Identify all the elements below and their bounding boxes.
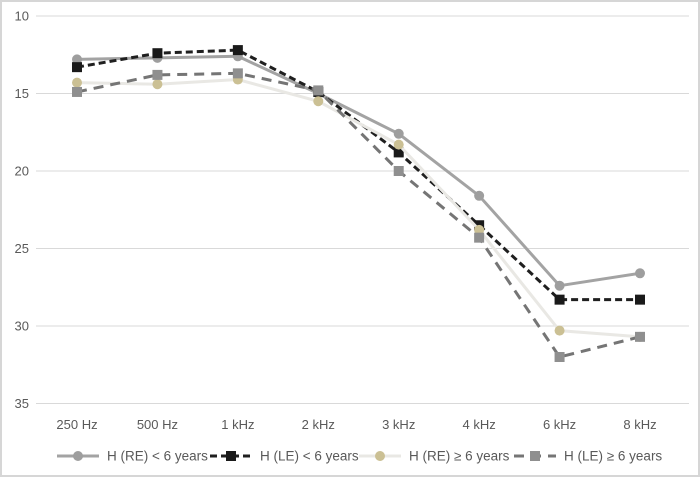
data-point-marker <box>635 268 645 279</box>
data-point-marker <box>232 68 243 79</box>
data-point-marker <box>554 280 565 291</box>
data-point-marker <box>393 166 404 176</box>
data-point-marker <box>635 294 645 305</box>
series-line <box>76 78 641 339</box>
y-axis-tick-label: 35 <box>15 396 29 411</box>
data-point-marker <box>232 45 243 56</box>
x-axis-tick-label: 1 kHz <box>221 417 254 432</box>
legend-label: H (RE) ≥ 6 years <box>409 449 510 464</box>
data-point-marker <box>313 85 324 96</box>
y-axis-tick-label: 15 <box>15 86 29 101</box>
legend-marker <box>73 451 83 461</box>
data-point-marker <box>393 128 404 139</box>
data-point-marker <box>152 79 163 90</box>
x-axis-tick-label: 250 Hz <box>56 417 97 432</box>
data-point-marker <box>554 352 565 362</box>
y-axis-tick-label: 10 <box>15 9 29 24</box>
data-point-marker <box>72 77 82 88</box>
series-line <box>76 54 641 288</box>
data-point-marker <box>72 62 82 73</box>
data-point-marker <box>393 147 404 158</box>
data-point-marker <box>393 139 404 150</box>
data-point-marker <box>474 232 485 243</box>
legend-label: H (LE) < 6 years <box>260 449 359 464</box>
x-axis-tick-label: 2 kHz <box>302 417 335 432</box>
series-line <box>76 48 640 302</box>
data-point-marker <box>152 69 163 80</box>
legend-marker <box>226 451 236 461</box>
legend-marker <box>375 451 385 461</box>
x-axis-tick-label: 3 kHz <box>382 417 415 432</box>
data-point-marker <box>474 224 485 235</box>
data-point-marker <box>72 54 82 65</box>
x-axis-tick-label: 500 Hz <box>137 417 178 432</box>
data-point-marker <box>72 86 82 97</box>
x-axis-tick-label: 4 kHz <box>463 417 496 432</box>
y-axis-tick-label: 20 <box>15 164 29 179</box>
data-point-marker <box>152 48 163 59</box>
legend-marker <box>530 451 540 461</box>
legend-label: H (RE) < 6 years <box>107 449 208 464</box>
data-point-marker <box>635 331 645 342</box>
series-line <box>76 71 641 359</box>
data-point-marker <box>313 96 324 107</box>
data-point-marker <box>554 325 565 336</box>
x-axis-tick-label: 6 kHz <box>543 417 576 432</box>
y-axis-tick-label: 25 <box>15 241 29 256</box>
y-axis-tick-label: 30 <box>15 319 29 334</box>
data-point-marker <box>554 294 565 305</box>
plot-area: 10 15 20 25 30 35 250 Hz 500 Hz 1 kHz 2 kHz 3 kHz 4… <box>15 9 689 464</box>
data-point-marker <box>474 190 485 201</box>
legend-label: H (LE) ≥ 6 years <box>564 449 662 464</box>
x-axis-tick-label: 8 kHz <box>623 417 656 432</box>
